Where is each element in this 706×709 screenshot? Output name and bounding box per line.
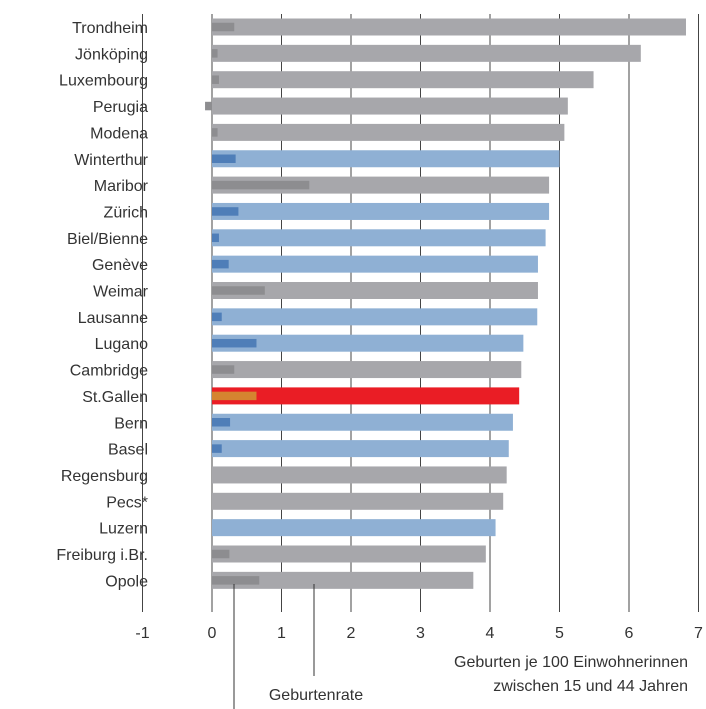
bar-total	[212, 123, 565, 141]
bar-rate	[212, 391, 257, 401]
category-label: Lausanne	[78, 310, 148, 327]
bar-rate	[212, 576, 260, 585]
bar-total	[212, 18, 686, 36]
x-axis-note-line2: zwischen 15 und 44 Jahren	[493, 678, 688, 695]
bar-rate	[212, 549, 230, 559]
category-label: Maribor	[94, 178, 149, 195]
x-tick-labels: -1 0 1 2 3 4 5 6 7	[135, 625, 703, 642]
category-label: Luzern	[99, 521, 148, 538]
category-label: Perugia	[93, 99, 148, 116]
category-label: Weimar	[93, 284, 148, 301]
bar-rate	[212, 418, 231, 427]
category-label: Winterthur	[74, 152, 148, 169]
category-label: St.Gallen	[82, 389, 148, 406]
x-tick-label: 2	[347, 625, 356, 642]
category-label: Trondheim	[72, 20, 148, 37]
bar-total	[212, 545, 486, 563]
bars	[205, 18, 686, 589]
bar-total	[212, 44, 641, 62]
bar-total	[212, 150, 560, 168]
category-label: Cambridge	[70, 363, 148, 380]
category-label: Pecs*	[106, 494, 148, 511]
category-label: Opole	[105, 573, 148, 590]
bar-rate	[212, 259, 229, 269]
category-label: Biel/Bienne	[67, 231, 148, 248]
category-label: Bern	[114, 415, 148, 432]
annotation-geburtenrate: Geburtenrate	[269, 687, 363, 704]
bar-total	[212, 571, 474, 589]
bar-total	[212, 440, 509, 458]
category-label: Regensburg	[61, 468, 148, 485]
bar-rate	[212, 233, 219, 243]
bar-rate	[212, 312, 222, 322]
bar-rate	[212, 180, 310, 190]
bar-rate	[212, 365, 235, 374]
category-label: Jönköping	[75, 46, 148, 63]
category-label: Lugano	[95, 336, 148, 353]
x-tick-label: 7	[694, 625, 703, 642]
category-label: Genève	[92, 257, 148, 274]
bar-rate	[212, 75, 219, 84]
bar-total	[212, 413, 513, 431]
bar-total	[212, 492, 504, 510]
bar-rate	[212, 207, 239, 216]
bar-rate	[212, 286, 265, 295]
category-label: Modena	[90, 125, 148, 142]
x-tick-label: 1	[277, 625, 286, 642]
bar-total	[212, 308, 538, 326]
bar-total	[212, 519, 496, 537]
x-tick-label: 0	[208, 625, 217, 642]
bar-total	[212, 361, 522, 379]
bar-total	[212, 97, 568, 115]
bar-total	[212, 71, 594, 89]
bar-total	[212, 255, 538, 273]
x-axis-note-line1: Geburten je 100 Einwohnerinnen	[454, 654, 688, 671]
x-tick-label: 5	[555, 625, 564, 642]
x-tick-label: 4	[486, 625, 495, 642]
category-labels: Trondheim Jönköping Luxembourg Perugia Moden…	[56, 20, 148, 590]
bar-rate	[212, 338, 257, 348]
bar-rate	[212, 444, 222, 453]
bar-total	[212, 466, 507, 484]
category-label: Basel	[108, 442, 148, 459]
bar-rate	[212, 22, 235, 32]
bar-total	[212, 202, 550, 220]
bar-total	[212, 229, 546, 247]
category-label: Luxembourg	[59, 73, 148, 90]
x-tick-label: -1	[135, 625, 149, 642]
bar-rate	[212, 128, 218, 137]
category-label: Zürich	[104, 204, 148, 221]
x-tick-label: 6	[625, 625, 634, 642]
bar-rate	[205, 101, 212, 111]
x-tick-label: 3	[416, 625, 425, 642]
bar-total	[212, 282, 538, 299]
bar-rate	[212, 154, 236, 163]
bar-total	[212, 334, 524, 352]
category-label: Freiburg i.Br.	[56, 547, 148, 564]
bar-rate	[212, 49, 218, 58]
bar-total	[212, 387, 520, 405]
